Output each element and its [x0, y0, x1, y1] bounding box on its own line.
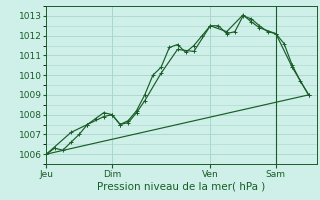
- X-axis label: Pression niveau de la mer( hPa ): Pression niveau de la mer( hPa ): [98, 181, 266, 191]
